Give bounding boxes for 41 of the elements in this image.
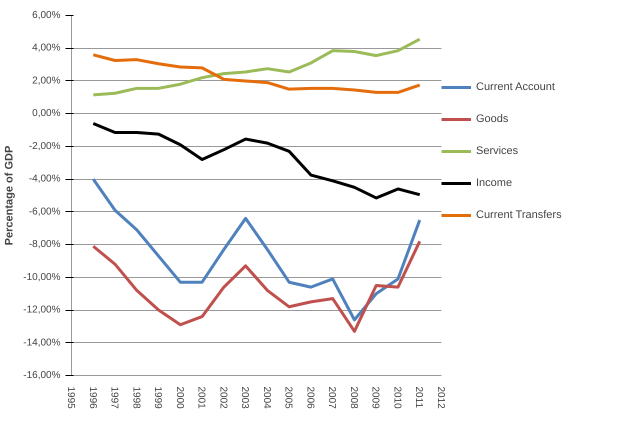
x-tick-label: 2008 [348,386,359,410]
x-tick-label: 1997 [108,386,120,410]
y-tick-label: 2,00% [32,75,61,86]
y-tick-label: -2,00% [28,140,61,152]
x-tick-label: 2012 [435,386,446,410]
x-tick-label: 2006 [304,386,316,410]
line-series [92,178,422,322]
x-tick-label: 2002 [217,386,228,410]
y-tick-label: 6,00% [32,10,61,21]
y-tick-label: 0,00% [32,108,61,120]
x-tick-label: 2005 [282,386,294,410]
x-tick-label: 2010 [391,386,402,410]
y-tick-label: -10,00% [23,272,61,283]
y-tick-label: -6,00% [28,206,61,218]
x-tick-label: 2011 [413,386,424,408]
legend-label: Goods [476,113,508,125]
x-tick-label: 2009 [370,386,381,410]
y-tick-label: -12,00% [23,304,61,316]
y-tick-label: -8,00% [28,239,61,250]
legend-label: Services [476,145,518,157]
line-series [92,38,422,96]
x-tick-label: 1999 [152,386,164,410]
x-tick-label: 2003 [239,386,250,410]
y-tick-label: -16,00% [23,370,61,381]
line-series [92,240,422,333]
line-series [92,53,422,94]
x-tick-label: 2001 [196,386,207,410]
line-series [92,122,422,200]
x-tick-label: 2004 [260,386,272,410]
y-axis-title: Percentage of GDP [3,146,16,246]
y-tick-label: -4,00% [28,174,61,185]
x-tick-label: 1998 [130,386,142,410]
y-tick-label: 4,00% [32,42,61,54]
y-tick-label: -14,00% [23,337,61,348]
legend-label: Current Account [476,81,555,93]
legend-label: Income [476,177,512,189]
legend-label: Current Transfers [476,209,562,221]
x-tick-label: 1995 [65,386,76,410]
x-tick-label: 1996 [86,386,98,410]
x-tick-label: 2007 [326,386,338,410]
x-tick-label: 2000 [174,386,185,410]
